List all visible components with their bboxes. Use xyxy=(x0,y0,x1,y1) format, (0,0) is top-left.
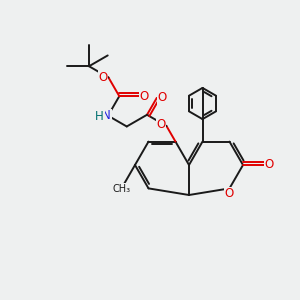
Text: CH₃: CH₃ xyxy=(112,184,130,194)
Text: H: H xyxy=(95,110,104,123)
Text: O: O xyxy=(140,90,149,103)
Text: O: O xyxy=(225,187,234,200)
Text: N: N xyxy=(102,109,111,122)
Text: O: O xyxy=(265,158,274,172)
Text: O: O xyxy=(98,71,108,84)
Text: O: O xyxy=(158,92,167,104)
Text: O: O xyxy=(157,118,166,131)
